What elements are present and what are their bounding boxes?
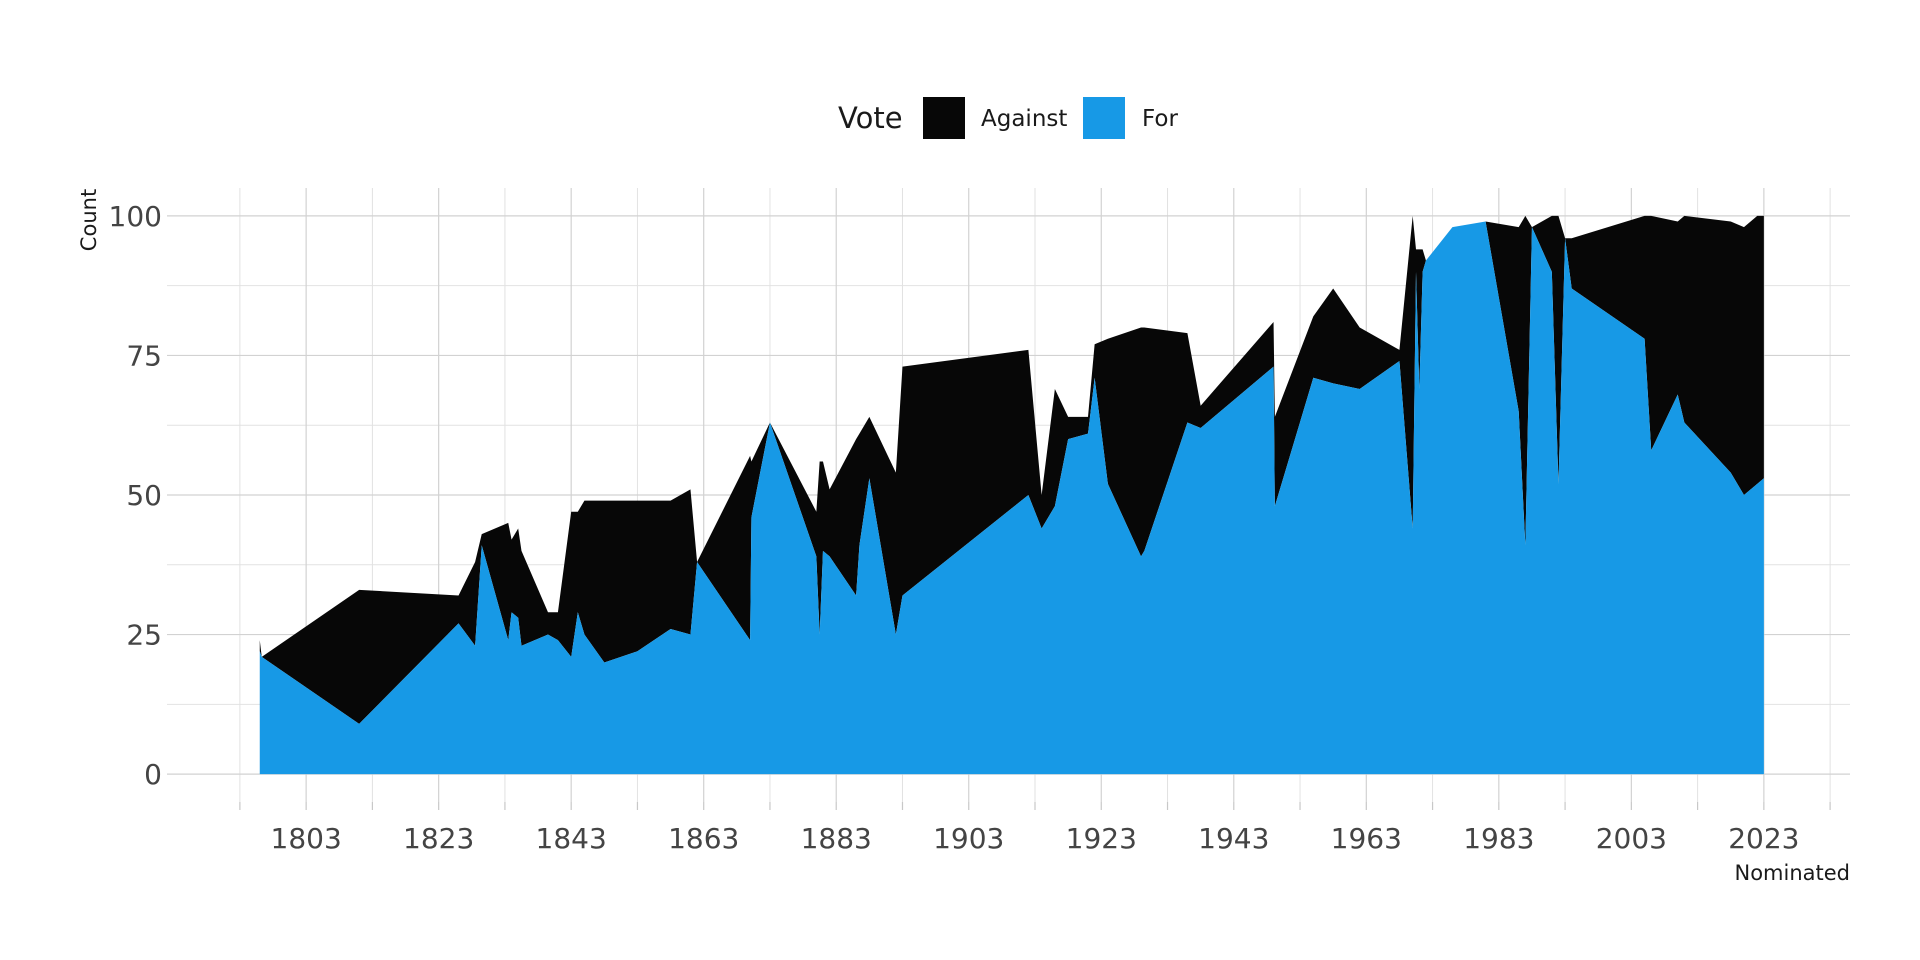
x-tick-label-6: 1923 <box>1066 822 1137 855</box>
y-tick-label-3: 75 <box>126 339 162 372</box>
x-tick-label-11: 2023 <box>1728 822 1799 855</box>
legend-swatch-for <box>1083 97 1125 139</box>
legend-title: Vote <box>838 101 903 135</box>
legend: Vote Against For <box>838 97 1178 139</box>
legend-swatch-against <box>923 97 965 139</box>
y-tick-label-4: 100 <box>109 200 162 233</box>
area-series-layer <box>259 215 1764 775</box>
x-tick-label-1: 1823 <box>403 822 474 855</box>
x-tick-label-7: 1943 <box>1198 822 1269 855</box>
x-tick-label-5: 1903 <box>933 822 1004 855</box>
x-tick-label-3: 1863 <box>668 822 739 855</box>
legend-label-against: Against <box>981 106 1067 132</box>
x-tick-label-10: 2003 <box>1596 822 1667 855</box>
x-tick-label-4: 1883 <box>801 822 872 855</box>
y-tick-label-1: 25 <box>126 619 162 652</box>
area-series-against <box>259 215 1764 724</box>
area-series-for <box>259 221 1764 775</box>
x-tick-label-2: 1843 <box>536 822 607 855</box>
x-tick-label-9: 1983 <box>1463 822 1534 855</box>
x-axis-title: Nominated <box>1734 861 1850 885</box>
legend-label-for: For <box>1142 106 1178 132</box>
x-tick-label-0: 1803 <box>271 822 342 855</box>
x-tick-label-8: 1963 <box>1331 822 1402 855</box>
y-tick-label-2: 50 <box>126 479 162 512</box>
y-axis-title: Count <box>77 189 101 251</box>
y-tick-label-0: 0 <box>144 758 162 791</box>
axis-ticks: 1803 1823 1843 1863 1883 1903 1923 1943 1963 1983… <box>109 200 1831 855</box>
